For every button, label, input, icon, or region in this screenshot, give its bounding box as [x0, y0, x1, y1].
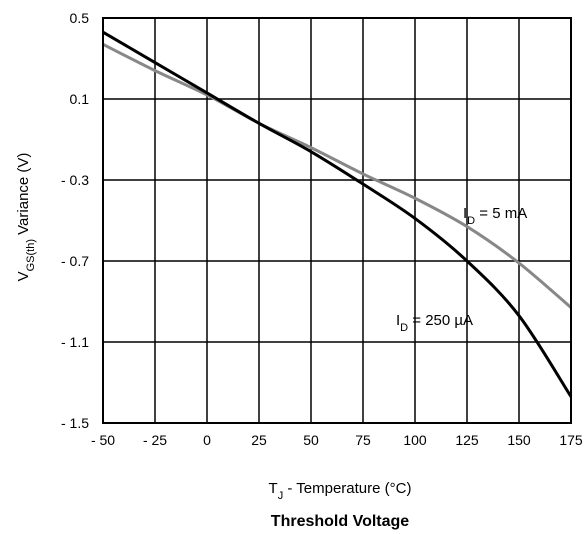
x-tick-labels: - 50 - 25 0 25 50 75 100 125 150 175 [91, 432, 583, 448]
x-tick-label: 125 [455, 432, 479, 448]
x-axis-label: TJ - Temperature (°C) [269, 480, 412, 502]
y-axis-label-main: V [15, 271, 32, 281]
x-axis-label-rest: - Temperature (°C) [283, 480, 411, 497]
series-label-5ma-sub: D [467, 215, 475, 227]
x-tick-label: - 25 [143, 432, 167, 448]
series-layer [102, 30, 573, 398]
y-tick-label: - 0.3 [61, 172, 89, 188]
x-tick-label: - 50 [91, 432, 115, 448]
plot-frame [102, 17, 572, 424]
series-label-5ma-main: I [463, 205, 467, 222]
x-axis-label-sub: J [278, 490, 284, 502]
series-line-250ua [102, 30, 573, 398]
y-tick-label: 0.5 [70, 10, 90, 26]
series-label-5ma-rest: = 5 mA [475, 205, 527, 222]
x-tick-label: 25 [251, 432, 267, 448]
x-tick-label: 75 [355, 432, 371, 448]
series-line-5ma [102, 42, 572, 309]
y-axis-label-sub: GS(th) [25, 239, 37, 271]
y-tick-label: - 1.1 [61, 334, 89, 350]
y-tick-label: - 0.7 [61, 253, 89, 269]
y-tick-label: 0.1 [70, 91, 90, 107]
x-tick-label: 0 [203, 432, 211, 448]
series-label-250ua-main: I [396, 312, 400, 329]
x-axis-label-main: T [269, 480, 278, 497]
x-tick-label: 150 [507, 432, 531, 448]
x-tick-label: 100 [403, 432, 427, 448]
series-label-250ua-sub: D [400, 322, 408, 334]
y-axis-label-rest: Variance (V) [15, 153, 32, 239]
y-axis-label: VGS(th) Variance (V) [15, 153, 37, 282]
series-label-5ma: ID = 5 mA [463, 205, 527, 227]
y-tick-label: - 1.5 [61, 415, 89, 431]
series-label-250ua-rest: = 250 µA [408, 312, 473, 329]
chart-title: Threshold Voltage [271, 513, 409, 530]
series-label-250ua: ID = 250 µA [396, 312, 473, 334]
y-tick-labels: 0.5 0.1 - 0.3 - 0.7 - 1.1 - 1.5 [61, 10, 89, 431]
x-tick-label: 175 [559, 432, 583, 448]
x-tick-label: 50 [303, 432, 319, 448]
